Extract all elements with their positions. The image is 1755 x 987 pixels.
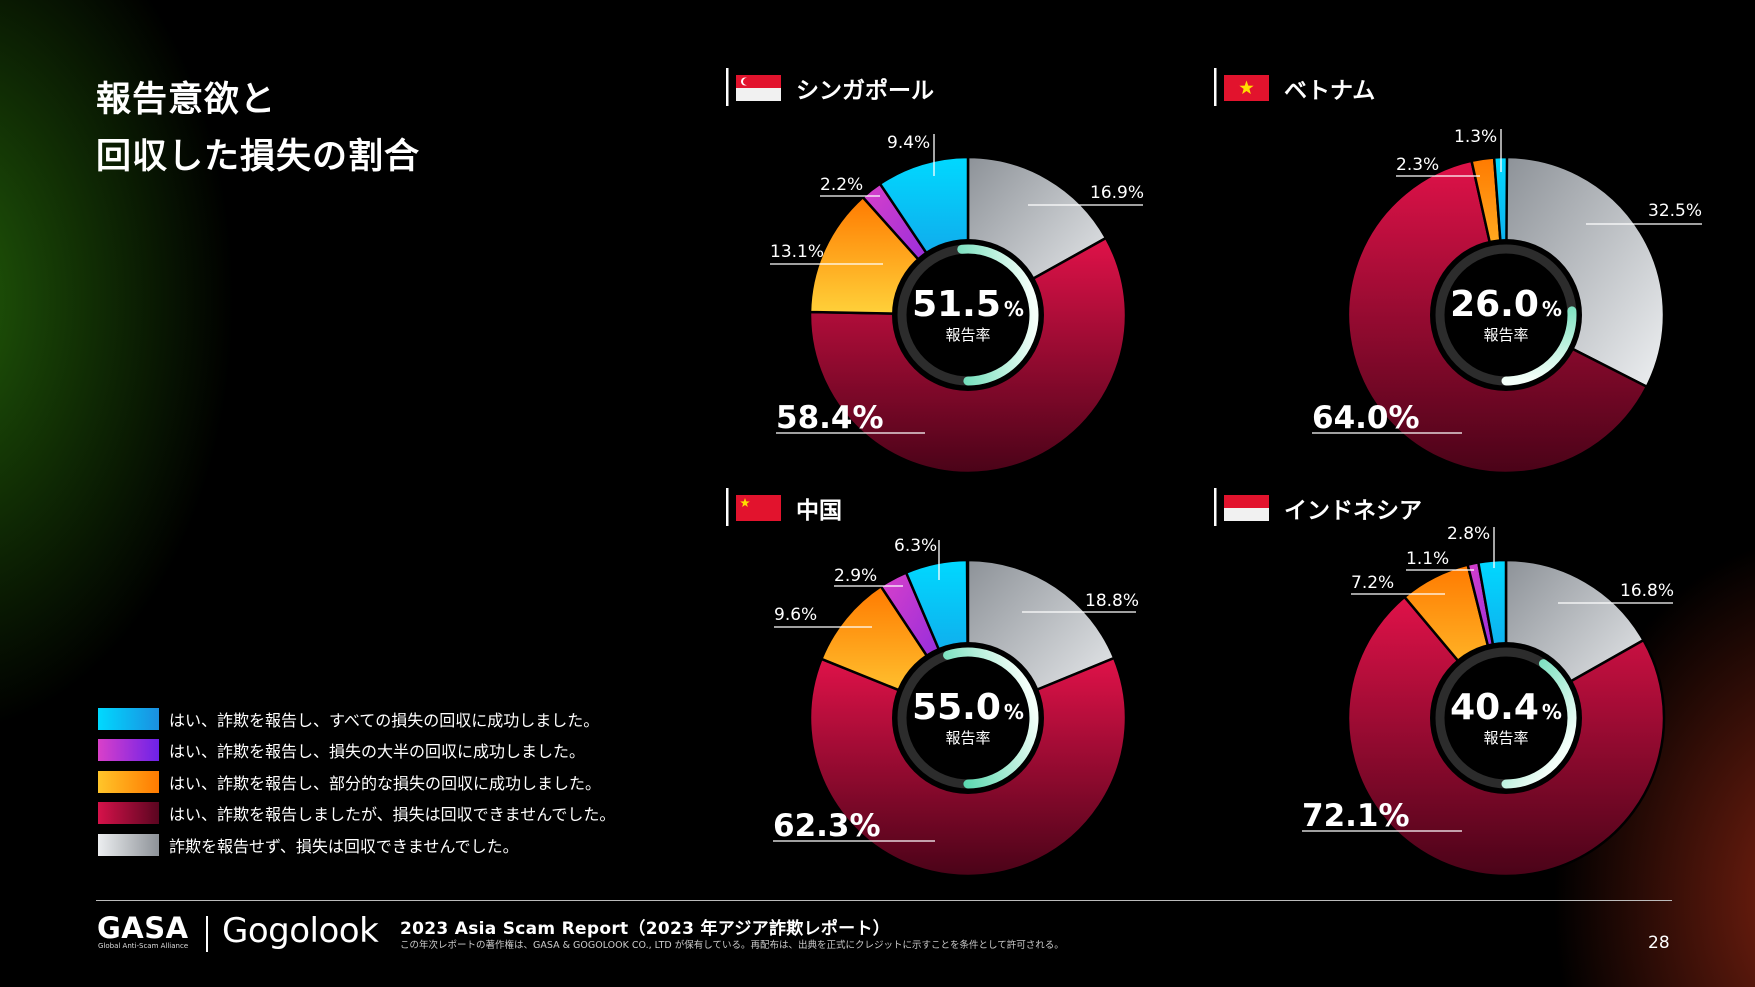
legend-item-not-reported: 詐欺を報告せず、損失は回収できませんでした。 bbox=[98, 829, 615, 861]
slice-label-most: 2.9% bbox=[834, 566, 877, 586]
legend-swatch-no-recovery bbox=[98, 802, 159, 825]
page-title: 報告意欲と 回収した損失の割合 bbox=[96, 72, 420, 186]
country-name: シンガポール bbox=[796, 77, 934, 104]
slice-label-no-recovery: 62.3% bbox=[773, 808, 881, 844]
flag-white-band bbox=[1224, 508, 1269, 521]
slice-label-not-reported: 16.9% bbox=[1090, 183, 1144, 203]
flag-red-band bbox=[1224, 495, 1269, 508]
country-header-bar bbox=[1214, 68, 1217, 106]
indonesia-flag bbox=[1224, 495, 1269, 521]
legend-swatch-all-recovered bbox=[98, 707, 159, 730]
flag-star bbox=[1239, 80, 1254, 95]
rate-ring-progress bbox=[897, 244, 1039, 386]
legend-item-most-recovered: はい、詐欺を報告し、損失の大半の回収に成功しました。 bbox=[98, 735, 615, 767]
gasa-logo: GASA bbox=[97, 911, 189, 945]
donut-hole bbox=[1430, 239, 1582, 391]
flag-star bbox=[740, 498, 750, 507]
center-rate-label: 報告率 bbox=[945, 729, 990, 747]
slice-label-all: 1.3% bbox=[1454, 127, 1497, 147]
legend-label: はい、詐欺を報告し、すべての損失の回収に成功しました。 bbox=[169, 710, 600, 730]
report-title: 2023 Asia Scam Report（2023 年アジア詐欺レポート） bbox=[400, 919, 891, 939]
donut-hole bbox=[1430, 642, 1582, 794]
slice-label-no-recovery: 64.0% bbox=[1312, 400, 1420, 436]
gasa-logo-subtitle: Global Anti-Scam Alliance bbox=[98, 942, 189, 950]
center-rate-value: 55.0% bbox=[912, 687, 1024, 728]
slice-label-partial: 2.3% bbox=[1396, 155, 1439, 175]
slice-label-not-reported: 32.5% bbox=[1648, 201, 1702, 221]
legend-swatch-not-reported bbox=[98, 833, 159, 856]
legend-label: はい、詐欺を報告し、損失の大半の回収に成功しました。 bbox=[169, 742, 586, 762]
singapore-flag bbox=[736, 75, 781, 101]
flag-white-band bbox=[736, 88, 781, 101]
legend: はい、詐欺を報告し、すべての損失の回収に成功しました。 はい、詐欺を報告し、損失… bbox=[98, 703, 615, 861]
center-rate-label: 報告率 bbox=[1483, 326, 1528, 344]
donut-chart-1: シンガポール 51.5 %報告率 16.9% 58.4% 13.1% 2.2% 9.4% bbox=[726, 68, 1144, 475]
rate-ring-progress bbox=[897, 647, 1039, 789]
slice-label-all: 9.4% bbox=[887, 133, 930, 153]
country-header-bar bbox=[726, 68, 729, 106]
legend-swatch-most-recovered bbox=[98, 739, 159, 762]
legend-label: 詐欺を報告せず、損失は回収できませんでした。 bbox=[169, 836, 519, 856]
gogolook-logo: Gogolook bbox=[222, 911, 379, 951]
legend-swatch-partial-recovered bbox=[98, 770, 159, 793]
vietnam-flag bbox=[1224, 75, 1269, 101]
legend-item-all-recovered: はい、詐欺を報告し、すべての損失の回収に成功しました。 bbox=[98, 703, 615, 735]
flag-crescent-cut bbox=[743, 77, 751, 86]
slice-label-partial: 13.1% bbox=[770, 242, 824, 262]
flag-red-field bbox=[736, 495, 781, 521]
slice-label-partial: 7.2% bbox=[1351, 573, 1394, 593]
country-name: ベトナム bbox=[1284, 78, 1375, 104]
page-title-line-1: 報告意欲と bbox=[96, 80, 277, 120]
donut-chart-4: インドネシア 40.4 %報告率 16.8% 72.1% 7.2% 1.1% 2.8% bbox=[1214, 488, 1674, 878]
country-header-bar bbox=[1214, 488, 1217, 526]
copyright-notice: この年次レポートの著作権は、GASA & GOGOLOOK CO., LTD が… bbox=[400, 940, 1064, 951]
donut-chart-3: 中国 55.0 %報告率 18.8% 62.3% 9.6% 2.9% 6.3% bbox=[726, 488, 1139, 878]
legend-item-partial-recovered: はい、詐欺を報告し、部分的な損失の回収に成功しました。 bbox=[98, 766, 615, 798]
center-rate-value: 26.0% bbox=[1450, 284, 1562, 325]
donut-chart-2: ベトナム 26.0 %報告率 32.5% 64.0% 2.3% 1.3% bbox=[1214, 68, 1702, 475]
legend-item-no-recovery: はい、詐欺を報告しましたが、損失は回収できませんでした。 bbox=[98, 798, 615, 830]
country-name: インドネシア bbox=[1284, 498, 1422, 524]
slice-label-all: 2.8% bbox=[1447, 524, 1490, 544]
center-rate-value: 51.5% bbox=[912, 284, 1024, 325]
rate-ring-progress bbox=[1435, 647, 1577, 789]
slice-label-partial: 9.6% bbox=[774, 605, 817, 625]
center-rate-value: 40.4% bbox=[1450, 687, 1562, 728]
page-number: 28 bbox=[1648, 933, 1670, 953]
country-header-bar bbox=[726, 488, 729, 526]
donut-hole bbox=[892, 642, 1044, 794]
slice-label-most: 1.1% bbox=[1406, 549, 1449, 569]
center-rate-label: 報告率 bbox=[945, 326, 990, 344]
slice-label-not-reported: 18.8% bbox=[1085, 591, 1139, 611]
page-title-line-2: 回収した損失の割合 bbox=[96, 137, 421, 177]
rate-ring-progress bbox=[1435, 244, 1577, 386]
center-rate-label: 報告率 bbox=[1483, 729, 1528, 747]
legend-label: はい、詐欺を報告しましたが、損失は回収できませんでした。 bbox=[169, 805, 616, 825]
slice-label-most: 2.2% bbox=[820, 175, 863, 195]
country-name: 中国 bbox=[796, 498, 842, 524]
slice-label-no-recovery: 58.4% bbox=[776, 400, 884, 436]
footer-logo-separator bbox=[206, 916, 208, 952]
slice-label-not-reported: 16.8% bbox=[1620, 581, 1674, 601]
china-flag bbox=[736, 495, 781, 521]
slice-label-all: 6.3% bbox=[894, 536, 937, 556]
donut-hole bbox=[892, 239, 1044, 391]
footer-divider bbox=[96, 900, 1672, 901]
slice-label-no-recovery: 72.1% bbox=[1302, 798, 1410, 834]
legend-label: はい、詐欺を報告し、部分的な損失の回収に成功しました。 bbox=[169, 773, 602, 793]
